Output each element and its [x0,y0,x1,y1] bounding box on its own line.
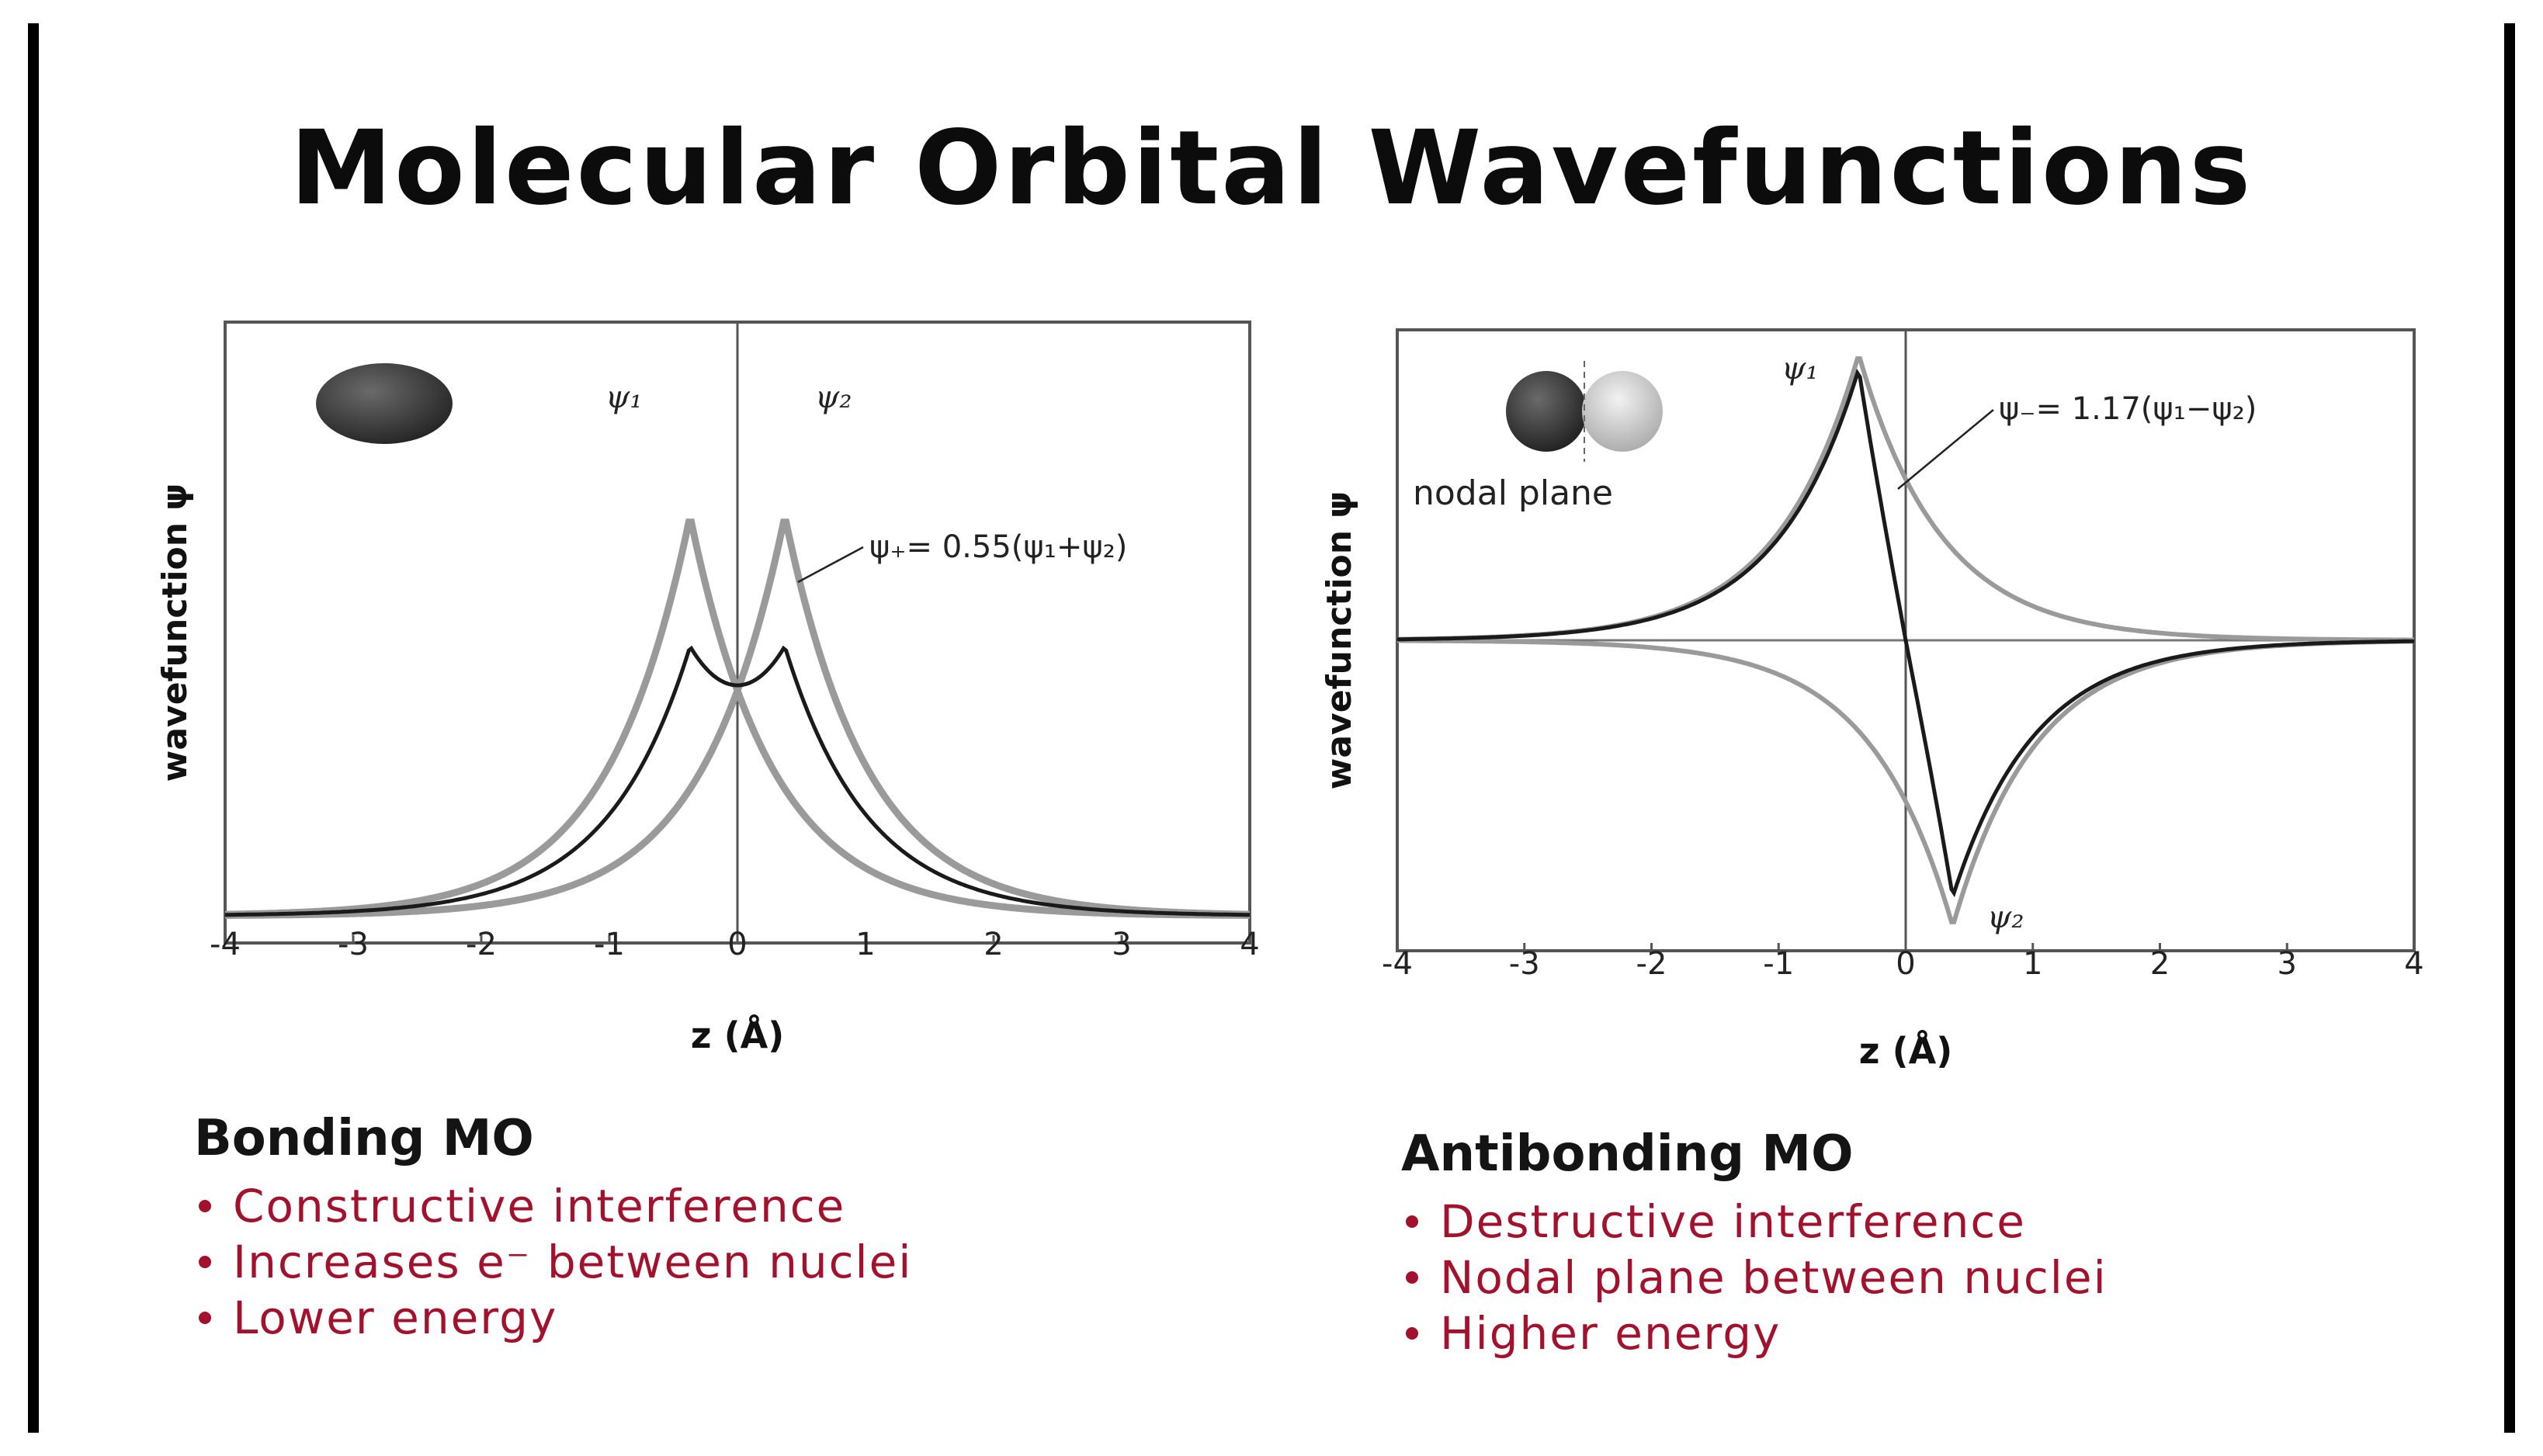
x-tick-label: 4 [1240,927,1259,962]
x-tick-label: 3 [1112,927,1131,962]
x-tick-label: 0 [1896,946,1915,982]
bonding-point: Increases e⁻ between nuclei [194,1234,912,1290]
bullet-dot-icon [199,1311,211,1324]
x-tick-label: 2 [2150,946,2170,982]
combination-pointer [797,546,864,584]
x-tick-label: -1 [1763,946,1794,982]
psi2-label: ψ₂ [815,380,852,415]
nodal-plane-label: nodal plane [1413,473,1613,513]
two-lobe-orbital-icon [1506,361,1663,462]
x-tick-label: -4 [210,927,241,962]
antibonding-point: Destructive interference [1401,1194,2108,1250]
antibonding-chart: nodal plane -4 -3 -2 -1 0 1 2 3 4 ψ₁ ψ₂ ψ₋= 1.17… [1320,328,2424,1072]
x-axis-label: z (Å) [691,1014,784,1056]
single-orbital-ellipse-icon [316,363,453,444]
psi2-label: ψ₂ [1987,900,2024,935]
left-border-bar [28,23,39,1433]
bonding-points: Constructive interference Increases e⁻ b… [194,1178,912,1346]
x-tick-label: 1 [855,927,875,962]
x-tick-label: 1 [2023,946,2042,982]
psi1-label: ψ₁ [605,380,642,415]
combination-label: ψ₊= 0.55(ψ₁+ψ₂) [869,529,1127,565]
bonding-combination-curve [225,645,1250,917]
bullet-dot-icon [1406,1326,1418,1340]
x-tick-label: -3 [338,927,369,962]
bullet-dot-icon [1406,1215,1418,1228]
bonding-point: Constructive interference [194,1178,912,1234]
x-tick-label: -2 [466,927,497,962]
antibonding-points: Destructive interference Nodal plane bet… [1401,1194,2108,1361]
antibonding-point: Higher energy [1401,1305,2108,1361]
bullet-dot-icon [199,1199,211,1212]
antibonding-combination-curve [1397,369,2414,898]
right-border-bar [2504,23,2515,1433]
x-tick-label: 3 [2278,946,2297,982]
psi1-label: ψ₁ [1781,351,1818,387]
x-tick-label: 0 [727,927,747,962]
combination-pointer [1897,409,1994,490]
x-tick-label: -2 [1636,946,1667,982]
bullet-dot-icon [199,1255,211,1268]
bullet-dot-icon [1406,1271,1418,1284]
bonding-chart: -4 -3 -2 -1 0 1 2 3 4 ψ₁ ψ₂ ψ₊= 0.55(ψ₁+ψ₂) wave… [155,321,1260,1056]
bonding-heading: Bonding MO [194,1110,534,1167]
antibonding-heading: Antibonding MO [1401,1125,1854,1183]
psi2-curve [225,518,1250,919]
bonding-point: Lower energy [194,1290,912,1346]
y-axis-label: wavefunction ψ [155,484,195,782]
x-tick-label: -3 [1509,946,1540,982]
slide-title: Molecular Orbital Wavefunctions [290,109,2253,228]
x-tick-label: 4 [2404,946,2423,982]
x-tick-label: 2 [984,927,1003,962]
bonding-summary: Bonding MO Constructive interference Inc… [194,1110,912,1346]
x-tick-label: -1 [594,927,625,962]
x-axis-label: z (Å) [1859,1030,1952,1072]
antibonding-summary: Antibonding MO Destructive interference … [1401,1125,2108,1361]
antibonding-point: Nodal plane between nuclei [1401,1250,2108,1305]
x-tick-label: -4 [1382,946,1413,982]
combination-label: ψ₋= 1.17(ψ₁−ψ₂) [1999,391,2257,427]
y-axis-label: wavefunction ψ [1320,491,1359,790]
